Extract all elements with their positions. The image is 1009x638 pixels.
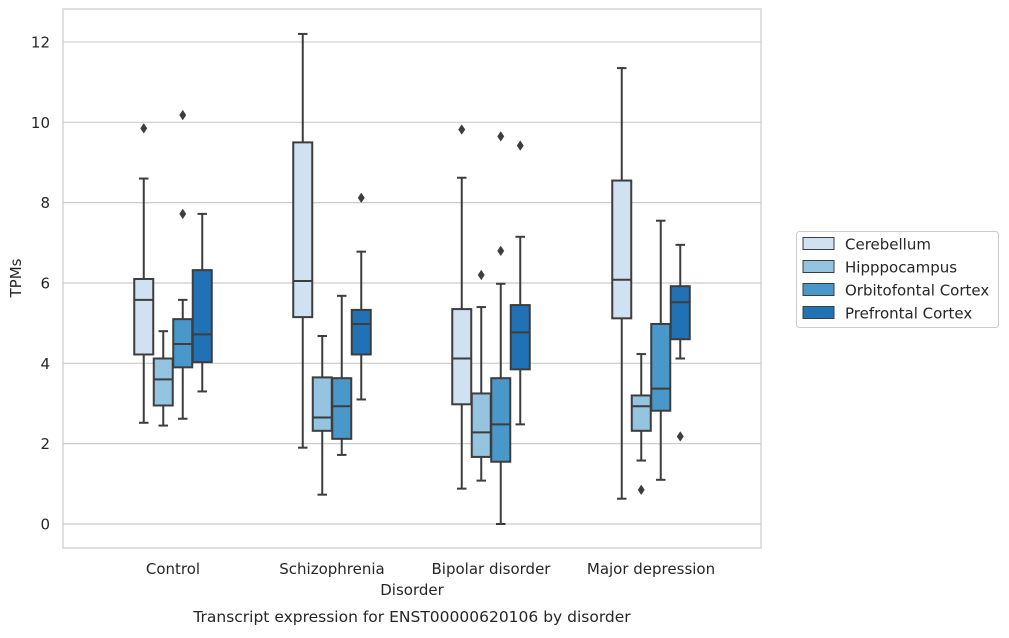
box-body (451, 308, 473, 406)
y-tick-label: 2 (40, 435, 50, 453)
x-axis-ticks: Control Schizophrenia Bipolar disorder Majo… (146, 560, 715, 578)
box-body (669, 285, 691, 341)
outlier-point (357, 192, 365, 204)
box-cerebellum (611, 67, 633, 500)
outlier-point (179, 208, 187, 220)
x-tick-label: Bipolar disorder (432, 560, 552, 578)
box-orbitofontal-cortex (490, 131, 512, 525)
legend-label: Hipppocampus (845, 259, 957, 277)
box-body (650, 322, 672, 412)
x-tick-label: Schizophrenia (279, 560, 384, 578)
box-prefrontal-cortex (350, 192, 372, 401)
outlier-point (497, 245, 505, 257)
box-body (470, 392, 492, 458)
outlier-point (179, 109, 187, 121)
x-tick-label: Control (146, 560, 200, 578)
box-body (292, 141, 314, 319)
box-orbitofontal-cortex (331, 294, 353, 456)
legend-label: Prefrontal Cortex (845, 305, 972, 323)
y-tick-label: 4 (40, 355, 50, 373)
chart-caption: Transcript expression for ENST0000062010… (192, 608, 631, 626)
box-hipppocampus (630, 353, 652, 496)
box-cerebellum (292, 32, 314, 449)
box-body (331, 377, 353, 440)
legend-swatch (802, 306, 835, 319)
y-tick-label: 10 (31, 114, 50, 132)
box-prefrontal-cortex (669, 243, 691, 442)
outlier-point (458, 124, 466, 135)
box-hipppocampus (470, 269, 492, 482)
box-orbitofontal-cortex (650, 219, 672, 481)
box-orbitofontal-cortex (172, 109, 194, 420)
box-cerebellum (451, 124, 473, 490)
legend-frame (796, 231, 999, 328)
legend-swatch (802, 237, 835, 250)
box-body (490, 377, 512, 463)
box-body (191, 269, 213, 364)
y-tick-label: 12 (31, 33, 50, 51)
box-body (311, 376, 333, 432)
box-body (509, 304, 531, 371)
box-cerebellum (133, 123, 155, 424)
box-body (152, 357, 174, 407)
box-prefrontal-cortex (509, 140, 531, 426)
box-body (133, 277, 155, 356)
box-body (611, 179, 633, 320)
plot-area (133, 32, 691, 525)
y-tick-label: 0 (40, 516, 50, 534)
outlier-point (477, 269, 485, 281)
outlier-point (676, 431, 684, 442)
plot-frame (62, 8, 762, 549)
y-axis-ticks: 0 2 4 6 8 10 12 (31, 33, 50, 533)
legend-swatch (802, 260, 835, 273)
outlier-point (140, 123, 148, 134)
y-tick-label: 8 (40, 194, 50, 212)
outlier-point (637, 484, 645, 496)
gridlines (63, 41, 761, 525)
x-tick-label: Major depression (587, 560, 715, 578)
outlier-point (497, 131, 505, 142)
y-tick-label: 6 (40, 274, 50, 292)
box-body (350, 308, 372, 356)
box-body (630, 394, 652, 432)
y-axis-label: TPMs (7, 258, 25, 298)
legend: Cerebellum Hipppocampus Orbitofontal Corte… (796, 231, 999, 328)
legend-label: Cerebellum (845, 236, 931, 254)
legend-label: Orbitofontal Cortex (845, 282, 989, 300)
box-hipppocampus (152, 330, 174, 427)
x-axis-label: Disorder (380, 581, 444, 599)
box-prefrontal-cortex (191, 212, 213, 393)
box-hipppocampus (311, 335, 333, 496)
outlier-point (516, 140, 524, 151)
legend-swatch (802, 283, 835, 296)
